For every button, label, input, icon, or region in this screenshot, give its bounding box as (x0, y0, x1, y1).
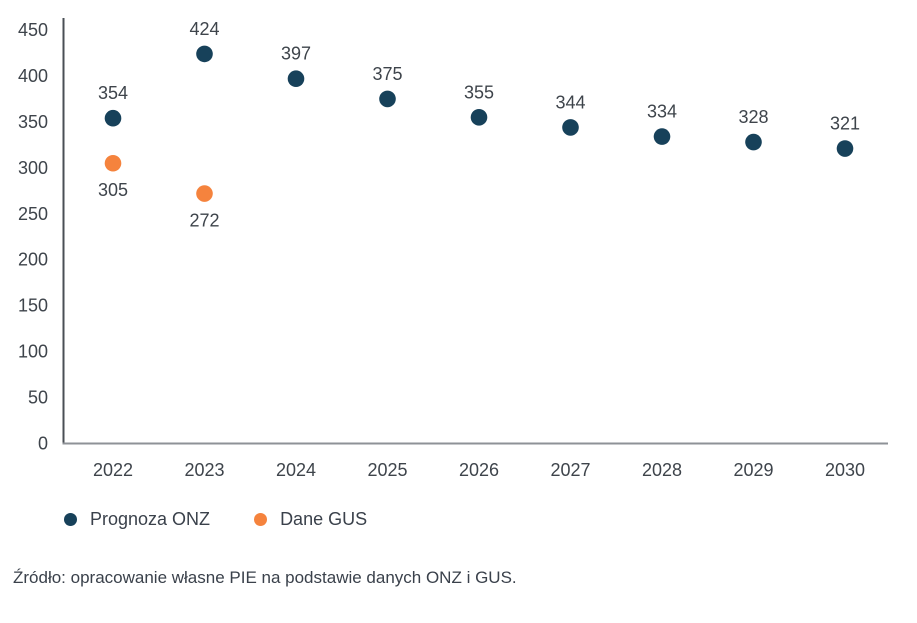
svg-text:400: 400 (18, 66, 48, 86)
svg-text:2028: 2028 (642, 460, 682, 480)
svg-text:450: 450 (18, 20, 48, 40)
svg-text:100: 100 (18, 342, 48, 362)
legend-dot-onz-icon (64, 513, 77, 526)
chart-legend: Prognoza ONZ Dane GUS (64, 509, 917, 530)
svg-text:305: 305 (98, 180, 128, 200)
svg-text:50: 50 (28, 388, 48, 408)
svg-text:2025: 2025 (367, 460, 407, 480)
svg-text:350: 350 (18, 112, 48, 132)
svg-text:344: 344 (555, 92, 585, 112)
legend-label-dane-gus: Dane GUS (280, 509, 368, 529)
svg-text:2023: 2023 (184, 460, 224, 480)
svg-text:0: 0 (38, 434, 48, 454)
svg-text:2029: 2029 (733, 460, 773, 480)
svg-text:2030: 2030 (825, 460, 865, 480)
svg-text:150: 150 (18, 296, 48, 316)
svg-text:354: 354 (98, 83, 128, 103)
legend-item-prognoza-onz: Prognoza ONZ (64, 509, 210, 530)
legend-item-dane-gus: Dane GUS (254, 509, 367, 530)
source-note: Źródło: opracowanie własne PIE na podsta… (13, 568, 517, 587)
svg-text:397: 397 (281, 44, 311, 64)
svg-text:355: 355 (464, 82, 494, 102)
svg-text:334: 334 (647, 102, 677, 122)
svg-text:424: 424 (189, 19, 219, 39)
svg-text:321: 321 (830, 114, 860, 134)
svg-text:250: 250 (18, 204, 48, 224)
svg-text:272: 272 (189, 211, 219, 231)
legend-dot-gus-icon (254, 513, 268, 526)
scatter-chart: 0 50 100 150 200 250 300 350 400 450 2022 2023 2024 2… (18, 18, 888, 480)
svg-text:200: 200 (18, 250, 48, 270)
svg-text:2027: 2027 (550, 460, 590, 480)
svg-text:375: 375 (372, 64, 402, 84)
svg-text:2026: 2026 (459, 460, 499, 480)
svg-text:300: 300 (18, 158, 48, 178)
svg-text:328: 328 (738, 107, 768, 127)
svg-text:2024: 2024 (276, 460, 316, 480)
legend-label-prognoza-onz: Prognoza ONZ (90, 509, 211, 529)
svg-text:2022: 2022 (93, 460, 133, 480)
